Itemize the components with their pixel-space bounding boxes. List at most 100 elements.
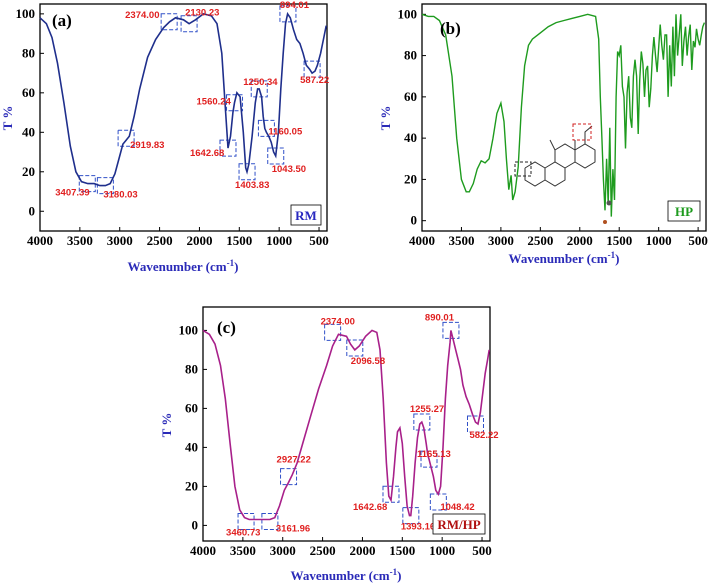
x-tick-label: 2500 [147,233,173,248]
x-tick-label: 500 [472,543,492,558]
peak-box [466,415,484,433]
y-tick-label: 80 [22,45,35,60]
panel-b-ylabel: T % [378,106,393,131]
peak-label: 1165.13 [417,449,451,460]
marker-dot [603,220,607,224]
y-tick-label: 80 [404,48,417,63]
y-tick-label: 0 [411,213,418,228]
x-tick-label: 3000 [488,233,514,248]
peak-label: 2919.83 [130,140,164,151]
peak-label: 3460.73 [226,528,260,539]
peak-label: 2374.00 [321,316,355,327]
peak-label: 1043.50 [272,164,306,175]
panel-c-spectrum-line [202,329,490,521]
peak-box [257,119,275,137]
peak-box [382,485,400,503]
peak-label: 3180.03 [103,190,137,201]
x-tick-label: 4000 [409,233,435,248]
panel-c-sample-box [432,513,486,535]
x-tick-label: 500 [688,233,708,248]
x-tick-label: 1500 [226,233,252,248]
peak-label: 2130.23 [185,8,219,19]
y-tick-label: 40 [404,130,417,145]
y-tick-label: 100 [179,322,199,337]
x-tick-label: 2000 [567,233,593,248]
peak-box [237,513,255,530]
panel-c-xlabel: Wavenumber (cm-1) [291,567,402,583]
x-tick-label: 2000 [349,543,375,558]
x-tick-label: 1000 [429,543,455,558]
panel-c-ticks: 4000 3500 3000 2500 2000 1500 1000 500 0 20 40 60 80… [179,322,492,558]
x-tick-label: 3000 [107,233,133,248]
y-tick-label: 100 [16,6,36,21]
panel-c-letter: (c) [217,318,236,337]
peak-label: 3407.39 [55,188,89,199]
x-tick-label: 2500 [527,233,553,248]
peak-label: 1560.24 [197,97,232,108]
peak-label: 3161.96 [276,524,310,535]
y-tick-label: 40 [22,124,35,139]
y-tick-label: 60 [404,89,417,104]
y-tick-label: 0 [192,517,199,532]
y-tick-label: 20 [404,171,417,186]
x-tick-label: 1500 [389,543,415,558]
peak-label: 1403.83 [235,180,269,191]
peak-label: 890.01 [425,312,455,323]
x-tick-label: 1500 [606,233,632,248]
peak-label: 1048.42 [440,502,474,513]
y-tick-label: 40 [185,439,198,454]
peak-box [280,468,298,486]
peak-box [117,129,135,147]
peak-box [279,5,297,23]
panel-c-annotation-boxes [237,321,484,530]
panel-a-letter: (a) [52,11,72,30]
panel-a: 4000 3500 3000 2500 2000 1500 1000 500 0 20 40 60 80… [0,0,329,274]
x-tick-label: 500 [309,233,329,248]
panel-a-annotations: 2374.00 2130.23 894.01 2919.83 1560.24 1250.3… [55,0,329,201]
marker-dot [606,200,612,206]
y-tick-label: 80 [185,361,198,376]
peak-label: 2927.22 [277,455,311,466]
peak-box [226,94,244,112]
peak-box [303,60,321,78]
panel-c-frame [202,306,491,542]
panel-b-frame [421,3,707,232]
panel-a-spectrum-line [39,11,327,187]
y-tick-label: 60 [22,85,35,100]
x-tick-label: 3500 [448,233,474,248]
peak-box [413,413,431,431]
panel-a-ylabel: T % [0,106,15,131]
peak-label: 1255.27 [410,404,444,415]
peak-label: 1160.05 [268,126,303,137]
peak-box [324,323,342,341]
x-tick-label: 4000 [190,543,216,558]
peak-box [160,13,178,31]
panel-b-letter: (b) [440,19,461,38]
panel-b-sample-label: HP [675,204,693,219]
panel-a-xlabel: Wavenumber (cm-1) [128,258,239,274]
peak-box [180,15,198,33]
x-tick-label: 1000 [646,233,672,248]
y-tick-label: 60 [185,400,198,415]
panel-b: 4000 3500 3000 2500 2000 1500 1000 500 0 20 40 60 80… [378,3,708,266]
peak-box [96,177,114,195]
peak-label: 1250.34 [243,77,278,88]
x-tick-label: 3500 [67,233,93,248]
panel-a-frame [39,3,328,232]
peak-box [238,163,256,181]
peak-label: 587.22 [300,75,329,86]
peak-label: 1642.68 [353,502,387,513]
peak-label: 1642.68 [190,148,224,159]
panel-b-ticks: 4000 3500 3000 2500 2000 1500 1000 500 0 20 40 60 80… [398,6,708,248]
panel-c-annotations: 2374.00 890.01 2096.58 1255.27 1165.13 2927.2… [226,312,499,538]
y-tick-label: 0 [29,203,36,218]
x-tick-label: 4000 [27,233,53,248]
peak-label: 2096.58 [351,356,385,367]
panel-a-sample-box [290,204,322,226]
peak-label: 582.22 [469,430,498,441]
panel-b-spectrum-line [421,13,706,217]
y-tick-label: 20 [185,478,198,493]
y-tick-label: 100 [398,6,418,21]
peak-box [250,80,268,98]
